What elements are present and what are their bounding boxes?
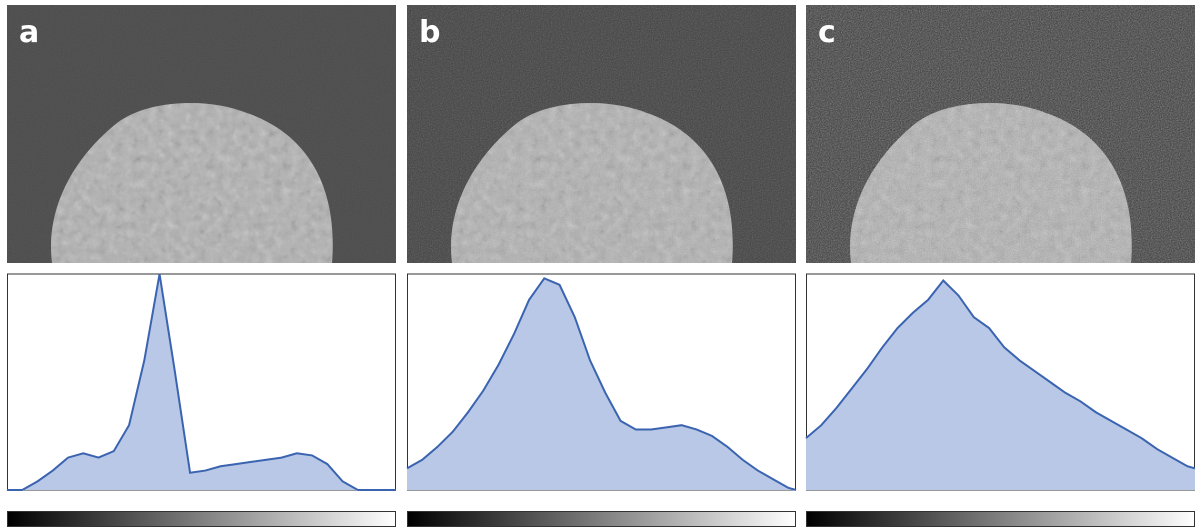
plot-frame [7,273,396,491]
photo [7,5,396,263]
panel: a [7,5,396,527]
panel-label: c [818,15,836,50]
histogram-line [7,273,396,491]
photo [806,5,1195,263]
panel: c [805,5,1195,527]
histogram-line [805,278,1195,470]
photo-noise [7,5,396,263]
histogram-line [406,277,797,491]
histogram-area [407,278,796,490]
panel-label: b [419,15,440,50]
histogram-area [806,280,1195,490]
panel-label: a [19,15,39,50]
photo-noise [806,5,1195,263]
gray-scale-bar [407,511,796,527]
panel: b [406,5,797,527]
gray-scale-bar [7,511,396,527]
photo [407,5,796,263]
photo-noise [407,5,796,263]
gray-scale-bar [806,511,1195,527]
